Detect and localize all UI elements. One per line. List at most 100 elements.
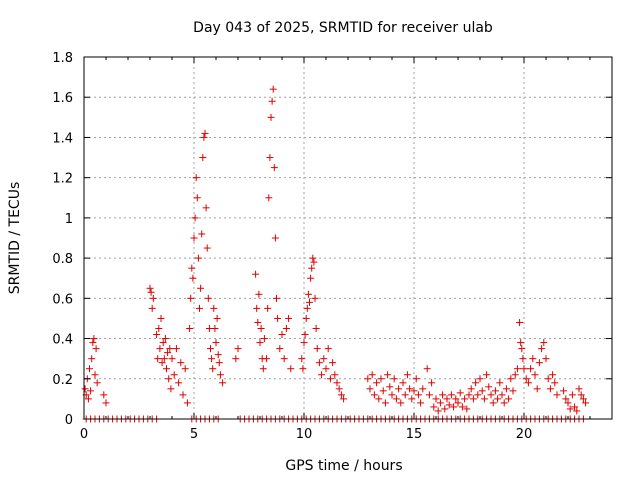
data-point	[189, 274, 197, 282]
data-point	[215, 359, 223, 367]
data-point	[87, 387, 95, 395]
data-point	[324, 345, 332, 353]
data-point	[403, 371, 411, 379]
data-point	[546, 385, 554, 393]
y-tick-labels: 0 0.2 0.4 0.6 0.8 1 1.2 1.4 1.6 1.8	[52, 51, 73, 428]
data-point	[179, 391, 187, 399]
data-point	[232, 355, 240, 363]
data-point	[406, 385, 414, 393]
data-point	[92, 345, 100, 353]
data-point	[203, 244, 211, 252]
data-point	[208, 355, 216, 363]
data-point	[571, 403, 579, 411]
data-point	[425, 391, 433, 399]
data-point	[255, 290, 263, 298]
data-point	[202, 204, 210, 212]
data-point	[266, 154, 274, 162]
data-point	[259, 365, 267, 373]
data-point	[368, 371, 376, 379]
data-point	[164, 349, 172, 357]
data-point	[399, 379, 407, 387]
data-point	[269, 85, 277, 93]
data-point	[401, 391, 409, 399]
data-point	[315, 359, 323, 367]
data-point	[513, 365, 521, 373]
data-point	[551, 379, 559, 387]
data-point	[487, 391, 495, 399]
data-point	[264, 304, 272, 312]
data-point	[282, 325, 290, 332]
data-point	[306, 298, 313, 306]
data-point	[166, 345, 174, 353]
data-point	[445, 401, 453, 409]
y-tick-label: 0	[65, 413, 73, 428]
data-point	[278, 331, 286, 339]
data-point	[364, 375, 372, 383]
data-point	[167, 385, 175, 393]
data-point	[146, 284, 154, 292]
data-point	[298, 355, 306, 363]
data-point	[287, 365, 295, 373]
data-point	[575, 385, 583, 393]
data-point	[467, 385, 475, 393]
data-point	[156, 345, 164, 353]
data-point	[271, 234, 279, 242]
data-point	[93, 379, 101, 387]
data-point	[303, 304, 311, 312]
data-point	[102, 399, 110, 407]
y-tick-label: 1.8	[52, 51, 73, 66]
data-point	[511, 371, 519, 379]
data-point	[183, 399, 191, 407]
data-point	[377, 375, 385, 383]
data-point	[81, 385, 89, 393]
data-point	[159, 339, 167, 347]
data-point	[397, 399, 405, 407]
data-point	[260, 335, 268, 343]
data-point	[307, 274, 315, 282]
data-point	[198, 230, 206, 238]
data-point	[535, 359, 543, 367]
data-point	[335, 385, 343, 393]
data-point	[311, 294, 319, 302]
y-tick-label: 1.6	[52, 91, 73, 106]
data-point	[518, 345, 526, 353]
data-point	[89, 339, 97, 347]
data-point	[412, 375, 420, 383]
data-point	[439, 391, 447, 399]
data-point	[465, 391, 473, 399]
data-point	[280, 355, 288, 363]
data-points	[81, 85, 590, 423]
data-point	[573, 407, 581, 415]
data-point	[191, 214, 199, 222]
data-point	[181, 365, 189, 373]
data-point	[188, 264, 196, 272]
data-point	[379, 387, 387, 395]
data-point	[209, 365, 217, 373]
data-point	[485, 383, 493, 391]
data-point	[309, 254, 317, 262]
data-point	[100, 391, 108, 399]
data-point	[267, 113, 275, 121]
data-point	[408, 395, 416, 403]
data-point	[207, 345, 214, 353]
data-point	[498, 391, 506, 399]
data-point	[517, 339, 525, 347]
y-tick-label: 0.4	[52, 333, 73, 348]
data-point	[375, 395, 383, 403]
data-point	[157, 314, 165, 322]
data-point	[540, 339, 548, 347]
data-point	[480, 395, 488, 403]
data-point	[579, 395, 587, 403]
data-point	[432, 395, 440, 403]
y-tick-label: 1.4	[52, 131, 73, 146]
data-point	[257, 325, 265, 332]
data-point	[86, 365, 93, 373]
data-point	[410, 387, 418, 395]
x-tick-label: 20	[516, 427, 533, 442]
data-point	[564, 399, 572, 407]
data-point	[500, 399, 508, 407]
data-point	[568, 391, 576, 399]
data-point	[553, 391, 561, 399]
data-point	[177, 359, 185, 367]
data-point	[538, 345, 546, 353]
